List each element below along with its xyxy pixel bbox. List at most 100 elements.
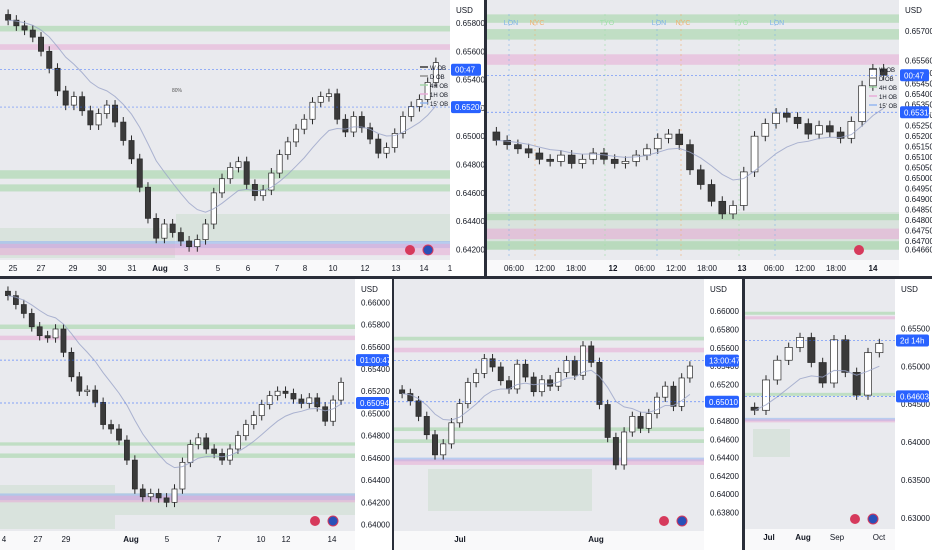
ob-zone <box>487 29 899 40</box>
candle <box>678 377 685 407</box>
legend-entry: 15' OB <box>879 104 897 110</box>
candle <box>314 397 321 408</box>
candle <box>258 404 265 417</box>
chart-p1[interactable]: 0.64200 0.64400 0.64600 0.64800 0.65000 0.652… <box>0 0 484 276</box>
price-axis-bg <box>355 279 392 550</box>
price-tag-label: 00:47 <box>455 66 476 75</box>
ob-zone <box>394 427 704 432</box>
price-tag <box>896 334 929 347</box>
chart-panel-3[interactable]: 0.64000 0.64200 0.64400 0.64600 0.64800 0.650… <box>0 279 392 550</box>
candle <box>219 178 225 194</box>
candle <box>187 444 194 463</box>
chart-p5[interactable]: 0.63000 0.63500 0.64000 0.64500 0.65000 0.655… <box>745 279 932 550</box>
time-tick-label: 30 <box>98 264 107 273</box>
candle <box>5 290 11 297</box>
time-tick-label: 06:00 <box>504 264 525 273</box>
candle <box>202 223 209 240</box>
time-tick-label: Sep <box>830 533 845 542</box>
price-tick-label: 0.63500 <box>901 476 930 485</box>
price-tick-label: 0.65700 <box>905 27 932 36</box>
candle <box>171 488 178 503</box>
candle <box>391 133 398 148</box>
price-tick-label: 0.64000 <box>901 438 930 447</box>
candle <box>274 390 281 397</box>
candle <box>621 431 628 466</box>
time-tick-label: Jul <box>763 533 775 542</box>
candle <box>815 125 823 135</box>
candle <box>621 161 630 164</box>
time-tick-label: 3 <box>184 264 189 273</box>
candle <box>112 104 119 123</box>
price-tick-label: 0.64900 <box>905 195 932 204</box>
candle <box>5 14 12 21</box>
price-tick-label: 0.64800 <box>361 432 390 441</box>
ob-zone <box>745 311 895 315</box>
candle <box>194 239 201 248</box>
ob-zone <box>0 442 355 446</box>
separator-v1[interactable] <box>484 0 487 276</box>
chart-p2[interactable]: LON NYC TYO LON NYC TYO LON 0.646600.647000.647… <box>487 0 932 276</box>
chart-panel-4[interactable]: 0.63800 0.64000 0.64200 0.64400 0.64600 0.648… <box>394 279 742 550</box>
price-tick-label: 0.65560 <box>905 57 932 66</box>
candle <box>718 200 727 215</box>
candle <box>334 93 341 120</box>
candle <box>95 113 102 126</box>
chart-p4[interactable]: 0.63800 0.64000 0.64200 0.64400 0.64600 0.648… <box>394 279 742 550</box>
us-flag-icon <box>422 244 434 256</box>
time-tick-label: 12:00 <box>795 264 816 273</box>
candle <box>538 379 545 393</box>
moving-average-line <box>754 365 880 411</box>
candle <box>852 372 861 396</box>
candle <box>696 169 705 185</box>
candle <box>179 461 186 490</box>
candle <box>535 152 544 160</box>
price-tag <box>451 101 481 114</box>
ob-zone <box>487 241 899 250</box>
time-tick-label: 25 <box>9 264 18 273</box>
candle <box>654 396 660 415</box>
news-flash-icon <box>850 514 860 524</box>
separator-v3[interactable] <box>742 279 745 550</box>
time-axis-bg <box>487 260 932 276</box>
time-tick-label: 10 <box>257 535 266 544</box>
candle <box>567 154 576 164</box>
price-axis-bg <box>450 0 484 276</box>
price-axis-bg <box>895 279 932 550</box>
chart-panel-5[interactable]: 0.63000 0.63500 0.64000 0.64500 0.65000 0.655… <box>745 279 932 550</box>
ob-zone <box>745 392 895 396</box>
price-tag <box>705 354 739 367</box>
moving-average-line <box>496 107 884 181</box>
candle <box>440 443 447 456</box>
ob-zone <box>487 54 899 65</box>
ob-zone <box>0 170 450 179</box>
candle <box>227 167 234 180</box>
legend-entry: D OB <box>430 75 445 81</box>
candle <box>522 363 529 378</box>
candle <box>309 101 316 120</box>
candle <box>144 186 151 219</box>
time-tick-label: 18:00 <box>826 264 847 273</box>
news-flash-icon <box>405 245 415 255</box>
candle <box>367 127 374 140</box>
time-tick-label: 12:00 <box>666 264 687 273</box>
chart-panel-2[interactable]: LON NYC TYO LON NYC TYO LON 0.64660 0.64700 0.647… <box>487 0 932 276</box>
candle <box>686 365 693 379</box>
time-tick-label: Aug <box>123 535 139 544</box>
separator-h[interactable] <box>0 276 932 279</box>
candle <box>338 381 344 401</box>
candle <box>290 393 297 400</box>
chart-p3[interactable]: 0.64000 0.64200 0.64400 0.64600 0.64800 0.650… <box>0 279 392 550</box>
price-tick-label: 0.64400 <box>456 217 484 226</box>
candle <box>858 85 866 122</box>
separator-v2[interactable] <box>392 279 394 550</box>
candle <box>637 416 644 429</box>
price-tick-label: 0.64660 <box>905 246 932 255</box>
time-tick-label: 14 <box>420 264 429 273</box>
price-tag <box>896 390 929 403</box>
candle <box>195 437 202 445</box>
chart-panel-1[interactable]: 0.64200 0.64400 0.64600 0.64800 0.65000 0.652… <box>0 0 484 276</box>
news-flash-icon <box>854 245 864 255</box>
demand-zone-box <box>753 429 790 457</box>
candle <box>317 96 324 103</box>
price-tick-label: 0.64600 <box>710 435 739 444</box>
